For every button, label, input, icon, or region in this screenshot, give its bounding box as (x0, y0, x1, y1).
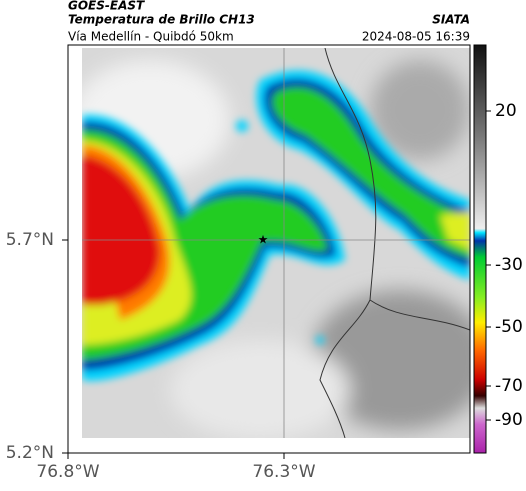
labels: 5.7°N 5.2°N76.8°W 76.3°W 20 -30 -50 -70 -90 (6, 101, 523, 482)
source: GOES-EAST (68, 0, 145, 13)
colorbar-label: -90 (495, 410, 523, 430)
x-axis-label: 76.8°W (36, 462, 99, 482)
datetime: 2024-08-05 16:39 (362, 30, 470, 44)
colorbar (473, 44, 487, 454)
colorbar-label: -50 (495, 317, 523, 337)
y-axis-label: 5.7°N (6, 230, 54, 250)
colorbar-label: 20 (495, 101, 517, 121)
colorbar-label: -70 (495, 376, 523, 396)
title: Temperatura de Brillo CH13 (68, 13, 255, 27)
y-axis-label: 5.2°N (6, 443, 54, 463)
svg-text:★: ★ (258, 233, 269, 247)
org: SIATA (432, 13, 470, 27)
subtitle: Vía Medellín - Quibdó 50km (68, 30, 234, 44)
satellite-image: ★ (82, 48, 470, 438)
colorbar-label: -30 (495, 255, 523, 275)
map-frame (67, 44, 471, 454)
x-axis-label: 76.3°W (252, 462, 315, 482)
